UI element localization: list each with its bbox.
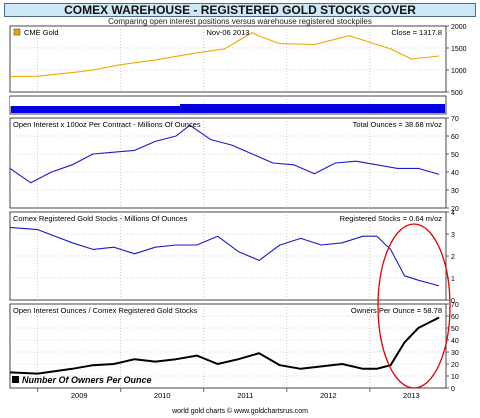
y-tick-label: 0 xyxy=(451,298,455,305)
y-tick-label: 20 xyxy=(451,206,459,213)
close-value: Close = 1317.8 xyxy=(391,28,442,37)
y-tick-label: 60 xyxy=(451,314,459,321)
legend-cme-gold: CME Gold xyxy=(24,28,59,37)
total-ounces-value: Total Ounces = 38.68 m/oz xyxy=(353,120,443,129)
y-tick-label: 2000 xyxy=(451,24,467,31)
legend-total-ounces: Open Interest x 100oz Per Contract - Mil… xyxy=(13,120,201,129)
y-tick-label: 10 xyxy=(451,374,459,381)
y-tick-label: 40 xyxy=(451,338,459,345)
x-year-label: 2010 xyxy=(154,391,171,400)
y-tick-label: 2 xyxy=(451,254,455,261)
legend-registered-stocks: Comex Registered Gold Stocks - Millions … xyxy=(13,214,187,223)
y-tick-label: 50 xyxy=(451,152,459,159)
y-tick-label: 40 xyxy=(451,170,459,177)
chart-subtitle: Comparing open interest positions versus… xyxy=(108,17,372,26)
y-tick-label: 1500 xyxy=(451,46,467,53)
x-year-label: 2012 xyxy=(320,391,337,400)
panel-frame xyxy=(9,211,447,301)
panel-frame xyxy=(9,303,447,389)
y-tick-label: 50 xyxy=(451,326,459,333)
highlight-ellipse xyxy=(377,223,451,389)
series-label-owners: Number Of Owners Per Ounce xyxy=(22,375,152,385)
registered-stocks-value: Registered Stocks = 0.64 m/oz xyxy=(340,214,443,223)
y-tick-label: 70 xyxy=(451,302,459,309)
x-year-label: 2013 xyxy=(403,391,420,400)
series-line xyxy=(9,124,440,184)
y-tick-label: 0 xyxy=(451,386,455,393)
y-tick-label: 1000 xyxy=(451,68,467,75)
legend-swatch-black xyxy=(12,376,19,383)
open-interest-bar xyxy=(11,104,445,113)
date-label: Nov-06 2013 xyxy=(207,28,250,37)
y-tick-label: 3 xyxy=(451,232,455,239)
x-year-label: 2011 xyxy=(237,391,253,400)
series-line xyxy=(9,32,440,78)
y-tick-label: 20 xyxy=(451,362,459,369)
panel-frame xyxy=(9,117,447,209)
footer-credit: world gold charts © www.goldchartsrus.co… xyxy=(171,407,308,415)
panel-frame xyxy=(9,25,447,93)
x-year-label: 2009 xyxy=(71,391,88,400)
y-tick-label: 1 xyxy=(451,276,455,283)
y-tick-label: 30 xyxy=(451,188,459,195)
series-line xyxy=(9,226,440,287)
y-tick-label: 4 xyxy=(451,210,455,217)
y-tick-label: 70 xyxy=(451,116,459,123)
owners-value: Owners Per Ounce = 58.78 xyxy=(351,306,442,315)
y-tick-label: 30 xyxy=(451,350,459,357)
legend-owners-ratio: Open Interest Ounces / Comex Registered … xyxy=(13,306,198,315)
series-line xyxy=(9,316,440,375)
legend-bg xyxy=(10,97,180,106)
y-tick-label: 60 xyxy=(451,134,459,141)
y-tick-label: 500 xyxy=(451,90,463,97)
chart-title: COMEX WAREHOUSE - REGISTERED GOLD STOCKS… xyxy=(4,3,476,17)
legend-swatch xyxy=(13,28,21,36)
